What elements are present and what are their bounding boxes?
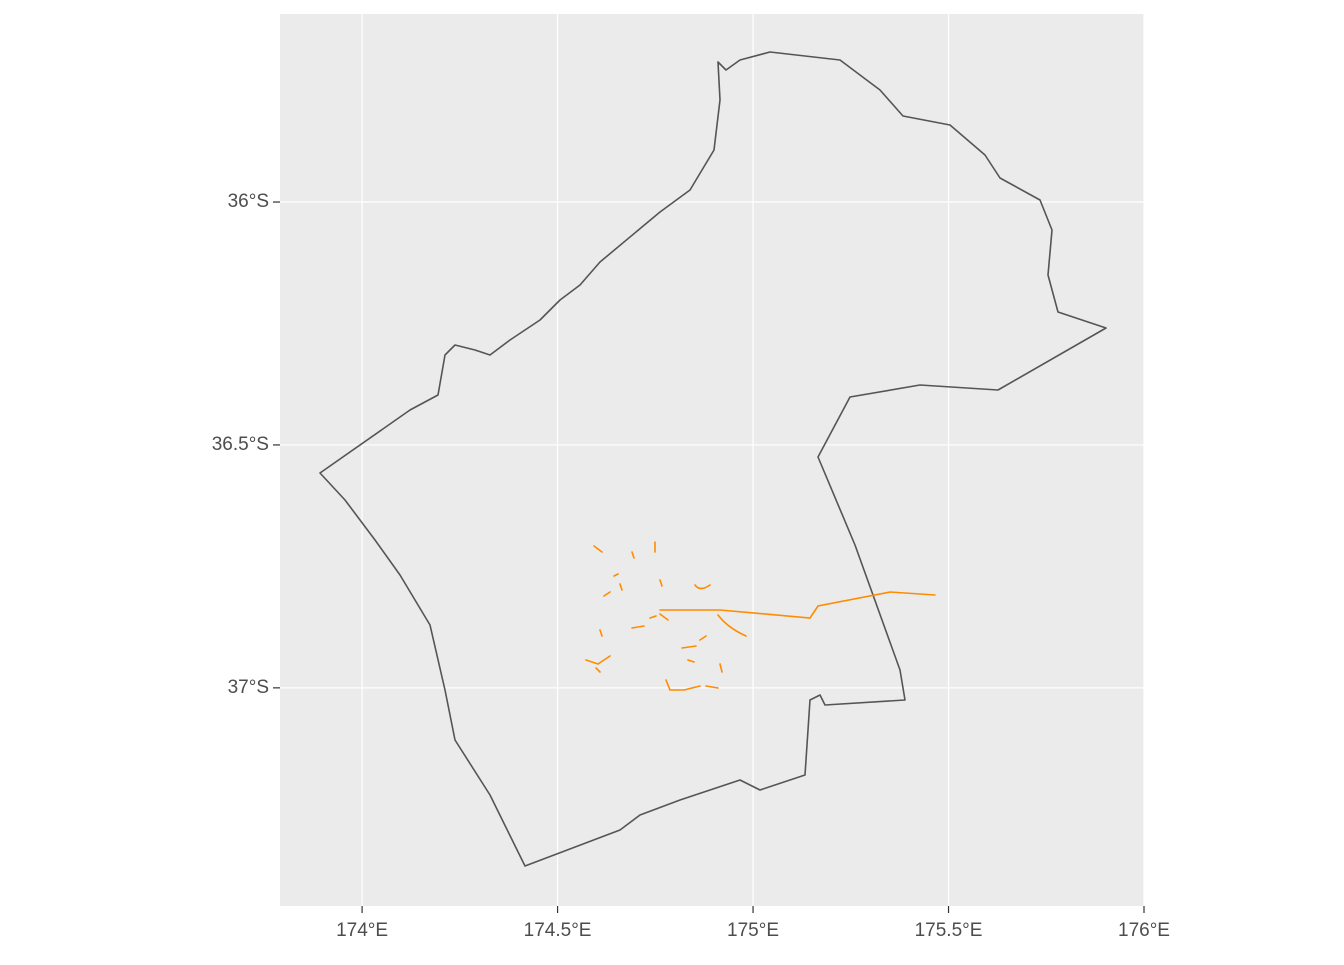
road: [681, 635, 707, 663]
y-tick-label: 37°S: [228, 677, 269, 698]
axes: 174°E 174.5°E 175°E 175.5°E 176°E 36°S 36.5°S 3…: [212, 191, 1170, 941]
x-tick-label: 175°E: [727, 920, 779, 941]
x-tick-label: 174.5°E: [524, 920, 592, 941]
road: [631, 613, 669, 629]
y-tick-label: 36.5°S: [212, 434, 269, 455]
road: [593, 541, 656, 559]
road: [659, 591, 936, 619]
region-boundary: [319, 51, 1107, 867]
x-tick-label: 176°E: [1118, 920, 1170, 941]
road: [585, 655, 611, 673]
road: [599, 573, 663, 637]
road: [665, 663, 723, 691]
y-tick-label: 36°S: [228, 191, 269, 212]
road: [603, 583, 711, 597]
road: [717, 614, 747, 637]
road-network: [585, 541, 936, 691]
x-tick-label: 175.5°E: [915, 920, 983, 941]
panel-background: [280, 14, 1144, 906]
x-tick-label: 174°E: [336, 920, 388, 941]
grid: [280, 14, 1145, 906]
